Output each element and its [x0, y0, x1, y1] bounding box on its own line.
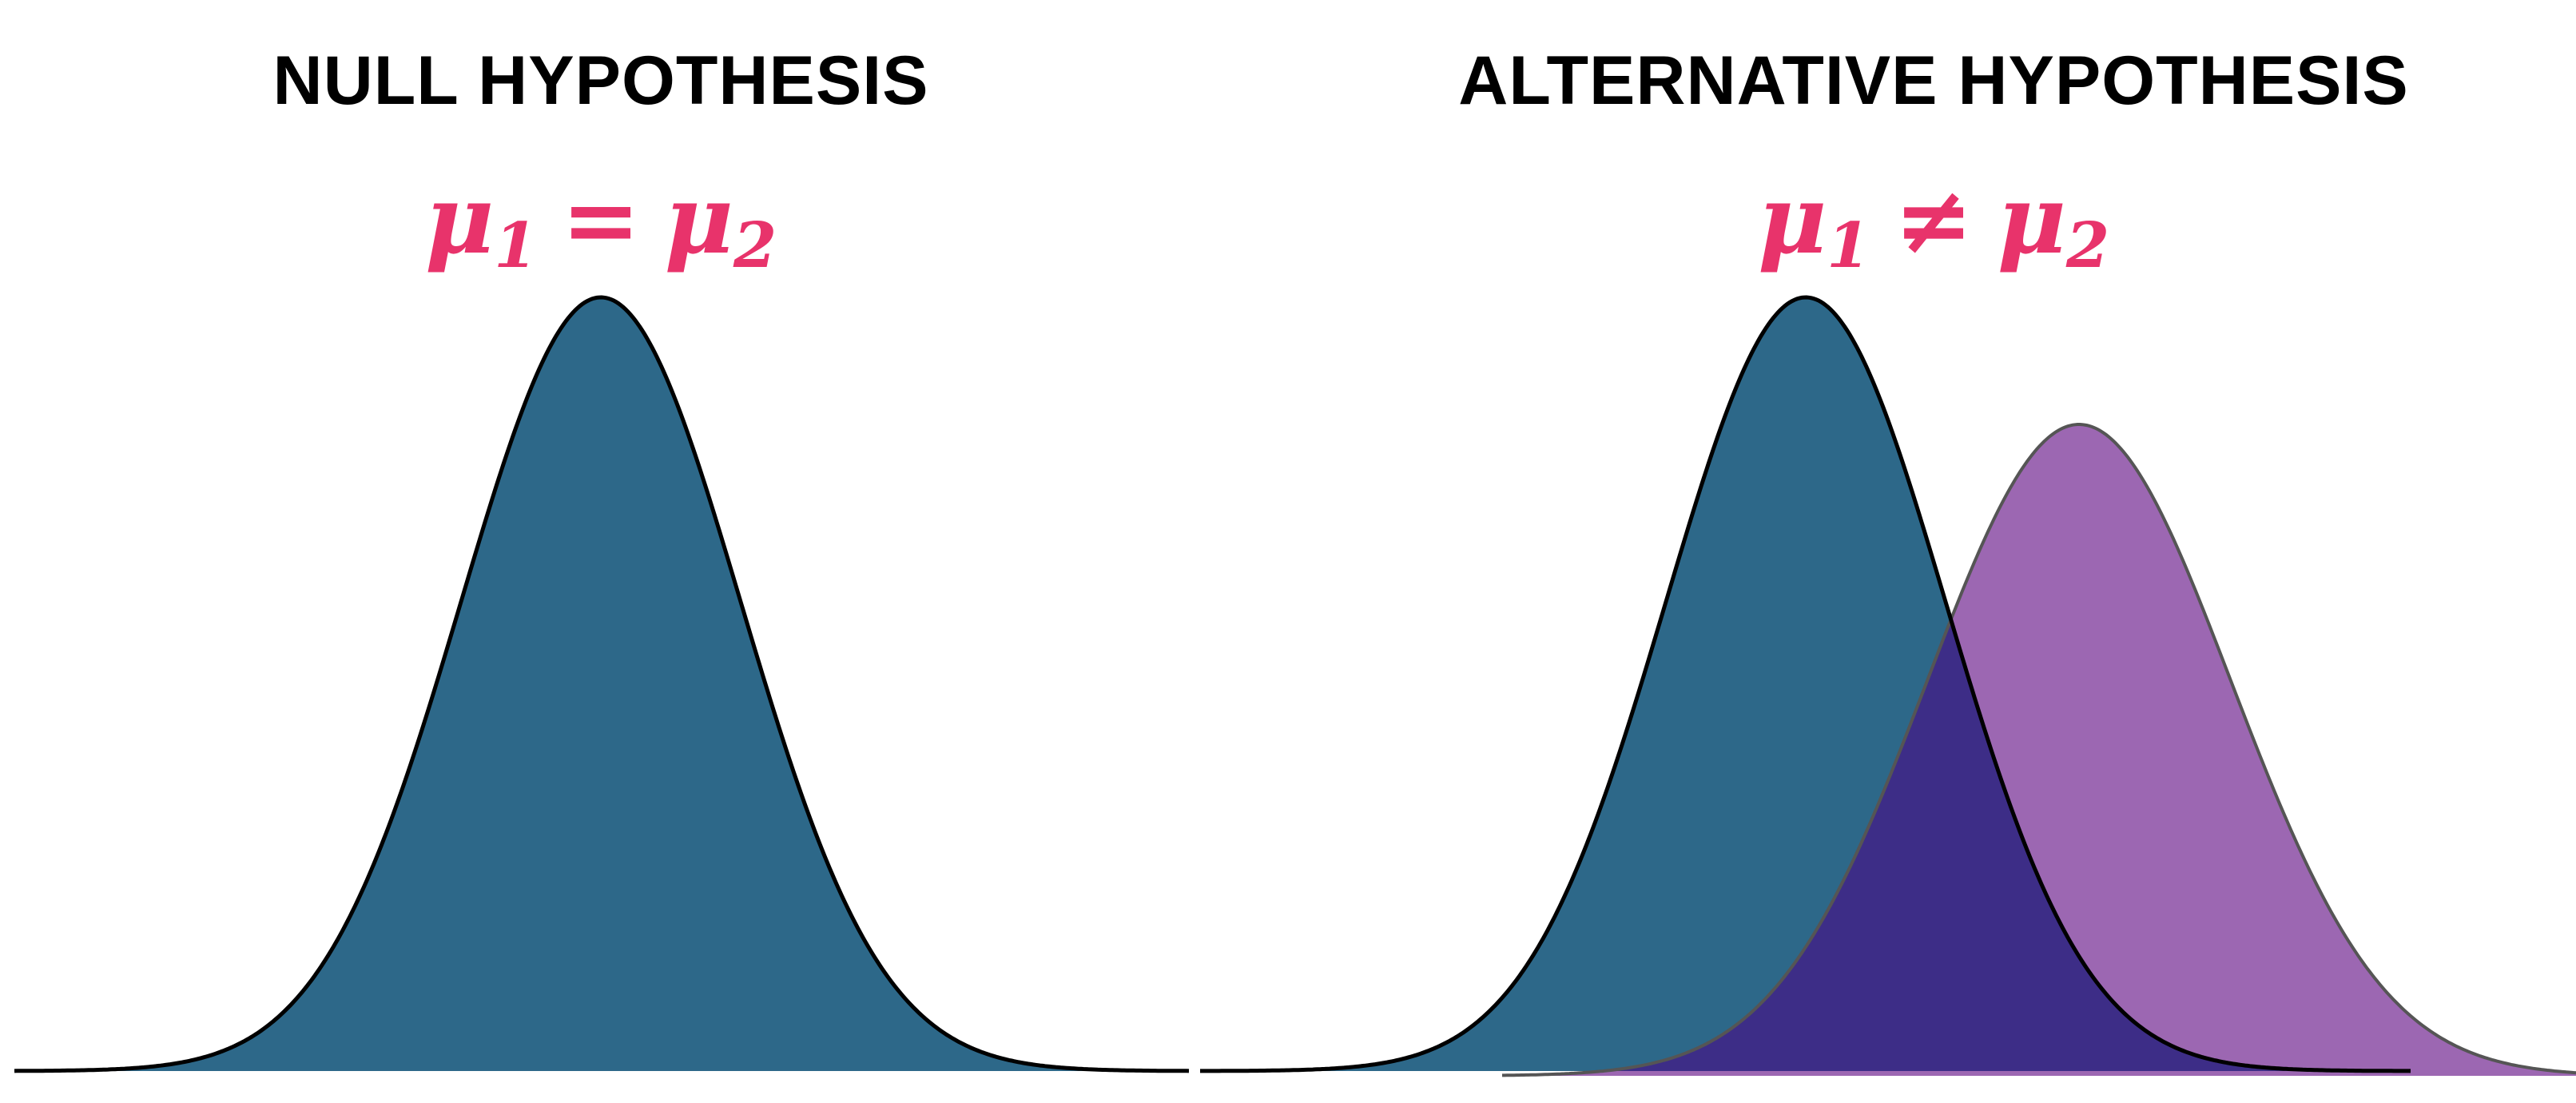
null-formula: μ1 = μ2: [425, 164, 777, 282]
null-distribution-curve: [14, 297, 1189, 1071]
null-hypothesis-title: NULL HYPOTHESIS: [272, 42, 929, 119]
alternative-distribution-a-outline: [1200, 295, 2411, 1073]
null-formula-sub1: 1: [494, 209, 537, 282]
null-formula-mu2: μ: [664, 164, 733, 275]
alternative-formula-mu1: μ: [1758, 164, 1827, 275]
alternative-distribution-b-outline: [1502, 423, 2576, 1077]
alternative-formula-relation: ≠: [1894, 164, 1974, 275]
null-distribution-outline: [14, 295, 1190, 1073]
alternative-formula: μ1 ≠ μ2: [1758, 164, 2109, 282]
alternative-distribution-a-curve: [1200, 297, 2411, 1071]
alternative-hypothesis-title: ALTERNATIVE HYPOTHESIS: [1458, 42, 2409, 119]
null-panel: μ1 = μ2: [14, 164, 1190, 1073]
null-formula-mu1: μ: [425, 164, 494, 275]
null-formula-sub2: 2: [733, 209, 777, 282]
null-formula-relation: =: [562, 164, 641, 275]
alternative-formula-mu2: μ: [1997, 164, 2065, 275]
alternative-formula-sub2: 2: [2065, 209, 2109, 282]
alternative-formula-sub1: 1: [1827, 209, 1870, 282]
alternative-distribution-b-curve: [1502, 424, 2576, 1076]
alternative-panel: μ1 ≠ μ2: [1200, 164, 2576, 1077]
